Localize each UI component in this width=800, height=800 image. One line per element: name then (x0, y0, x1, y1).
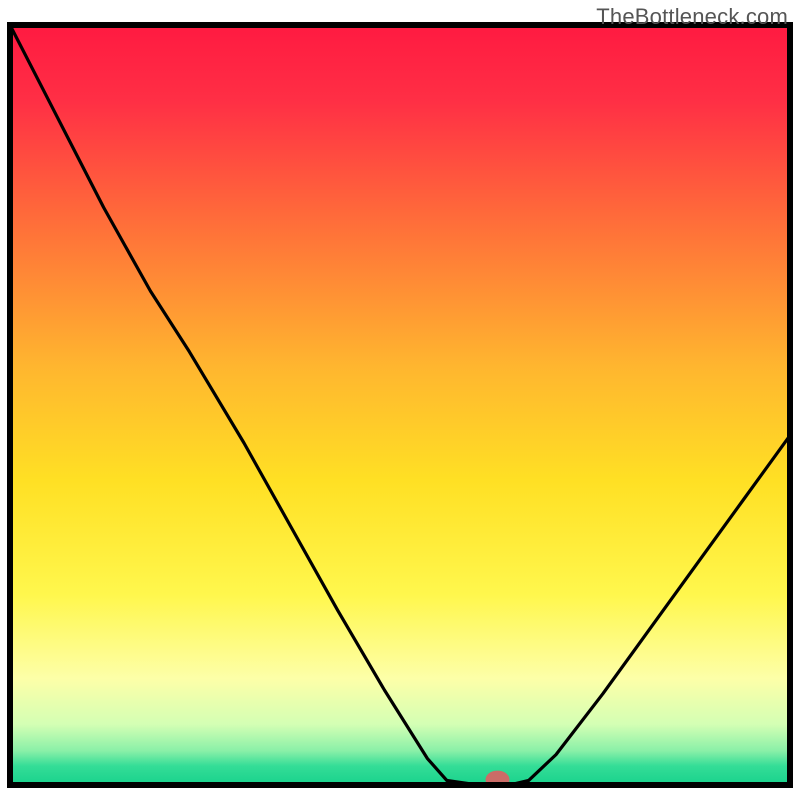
gradient-background (10, 25, 790, 785)
plot-area (10, 25, 790, 789)
chart-svg (0, 0, 800, 800)
chart-root: { "watermark": "TheBottleneck.com", "can… (0, 0, 800, 800)
watermark-text: TheBottleneck.com (596, 4, 788, 30)
